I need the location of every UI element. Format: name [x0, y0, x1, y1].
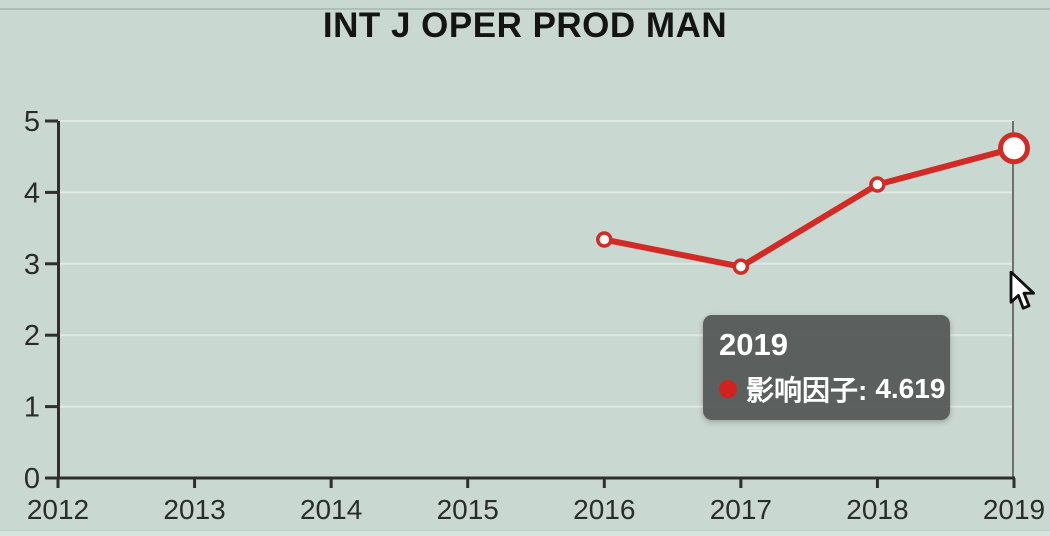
- tooltip-year: 2019: [719, 327, 788, 362]
- data-point-2016[interactable]: [596, 231, 613, 248]
- y-tick-label: 0: [24, 463, 40, 495]
- x-tick-label: 2014: [300, 494, 362, 525]
- tooltip: 2019 影响因子: 4.619: [703, 315, 950, 420]
- y-tick-label: 4: [24, 177, 40, 209]
- y-tick-label: 5: [24, 106, 40, 138]
- tooltip-value: 4.619: [875, 373, 946, 404]
- x-tick-label: 2012: [27, 494, 89, 525]
- y-tick-label: 1: [24, 392, 40, 424]
- mouse-cursor-icon: [1009, 270, 1037, 318]
- y-tick-label: 3: [24, 249, 40, 281]
- chart-title: INT J OPER PROD MAN: [322, 6, 728, 45]
- data-point-2017[interactable]: [732, 258, 750, 275]
- data-point-2019[interactable]: [998, 132, 1030, 165]
- tooltip-label: 影响因子:: [746, 375, 868, 406]
- x-tick-label: 2019: [983, 494, 1045, 525]
- x-tick-label: 2017: [710, 494, 772, 525]
- x-tick-label: 2013: [163, 494, 225, 525]
- axis-lines: [57, 121, 1015, 480]
- tooltip-row: 影响因子: 4.619: [719, 369, 945, 409]
- top-edge-line: [0, 8, 1050, 10]
- x-tick-label: 2016: [573, 494, 635, 525]
- y-tick-label: 2: [24, 320, 40, 352]
- x-tick-label: 2018: [846, 494, 908, 525]
- series-line: [601, 145, 1017, 270]
- bottom-edge-line: [0, 530, 1050, 536]
- data-point-2018[interactable]: [869, 176, 886, 193]
- series-dot-icon: [719, 380, 737, 398]
- x-tick-label: 2015: [437, 494, 499, 525]
